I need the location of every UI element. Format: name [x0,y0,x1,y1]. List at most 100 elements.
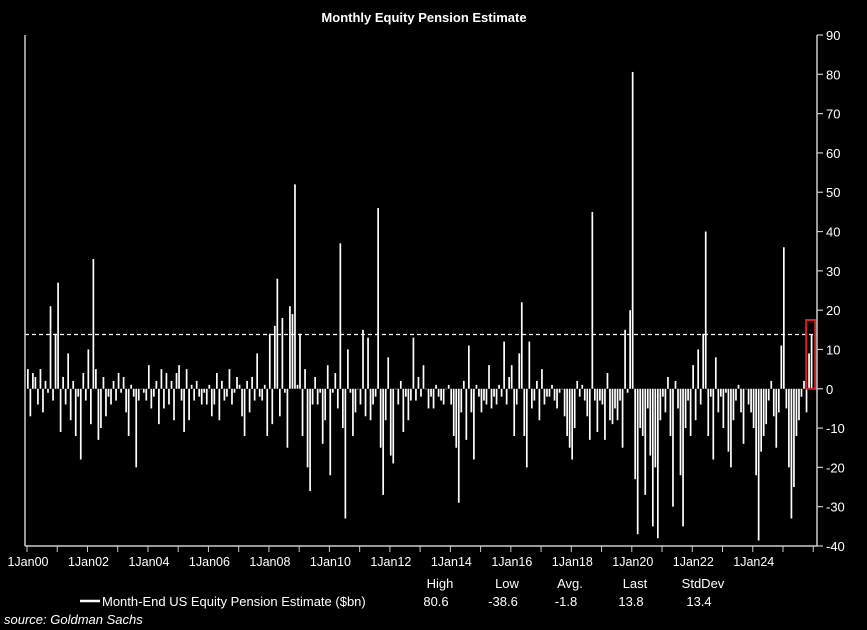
bar [737,384,740,389]
bar [213,388,216,405]
bar [468,345,470,389]
bar [646,388,649,409]
bar [425,388,427,390]
legend-series-name: Month-End US Equity Pension Estimate ($b… [102,594,366,609]
bar [268,333,271,389]
bar [465,388,468,440]
stat-header: Low [495,576,519,591]
bar [326,365,329,389]
bar [130,384,133,389]
bar [765,388,768,425]
bar [730,388,732,468]
bar [205,388,208,405]
bar [712,388,715,460]
bar [193,388,196,401]
bar [231,388,233,405]
bar [117,373,120,389]
y-tick-label: 60 [826,146,840,161]
bar [422,365,425,389]
bar [672,388,674,507]
chart-title: Monthly Equity Pension Estimate [321,10,526,25]
bar [97,388,100,440]
bar [405,388,407,397]
bar [626,388,629,393]
bar [135,388,138,468]
bar [258,388,261,397]
bar [599,388,601,401]
bar [785,388,788,409]
bar [495,388,498,405]
bar [84,388,87,401]
x-tick-label: 1Jan16 [491,555,532,569]
bar [228,369,231,389]
bar [684,388,687,429]
y-tick-label: 40 [826,225,840,240]
bar [57,282,59,389]
bar [462,380,465,389]
bar [208,384,211,389]
bar [770,380,773,389]
bar [155,380,158,389]
bar [697,349,700,389]
bar [687,388,689,401]
bar [674,380,677,389]
bar [740,388,742,413]
bar [636,388,639,535]
bar [27,369,29,389]
bar [210,388,213,417]
bar [541,369,543,389]
bar [634,388,637,480]
bar [294,184,296,389]
bar [339,243,342,389]
bar [752,388,755,429]
bar [331,388,334,393]
bar [158,388,160,425]
bar [246,380,248,389]
bar [430,388,432,397]
bar [760,388,763,452]
bar [669,388,672,436]
bar [95,369,97,389]
bar [788,388,790,468]
bar [359,388,362,405]
bar [352,388,354,436]
stat-value: 13.4 [686,594,711,609]
bar [389,388,392,456]
bar [795,388,798,436]
bar [614,388,616,409]
x-tick-label: 1Jan02 [68,555,109,569]
bar [772,388,775,417]
bar [578,388,581,397]
bar [54,333,57,389]
bar [39,369,42,389]
bar [110,388,112,405]
bar [125,388,127,413]
bar [223,388,226,401]
bar [750,388,752,413]
bar [178,365,180,389]
bar [803,380,805,389]
x-tick-label: 1Jan08 [249,555,290,569]
bar [410,388,412,401]
bar [606,373,609,389]
x-tick-label: 1Jan18 [552,555,593,569]
bar [47,388,49,393]
y-tick-label: -20 [826,460,845,475]
bar [573,388,576,429]
bar [621,388,624,448]
bar [470,388,473,413]
y-tick-label: -40 [826,539,845,554]
bar [362,329,364,389]
bar [480,388,483,413]
bar [64,388,67,405]
bar [226,388,228,397]
bar [412,337,415,389]
stat-value: 80.6 [423,594,448,609]
bar [798,388,800,421]
bar [664,388,667,413]
stat-header: StdDev [682,576,725,591]
bar [271,388,274,425]
bar [445,388,448,390]
bar [284,388,286,393]
